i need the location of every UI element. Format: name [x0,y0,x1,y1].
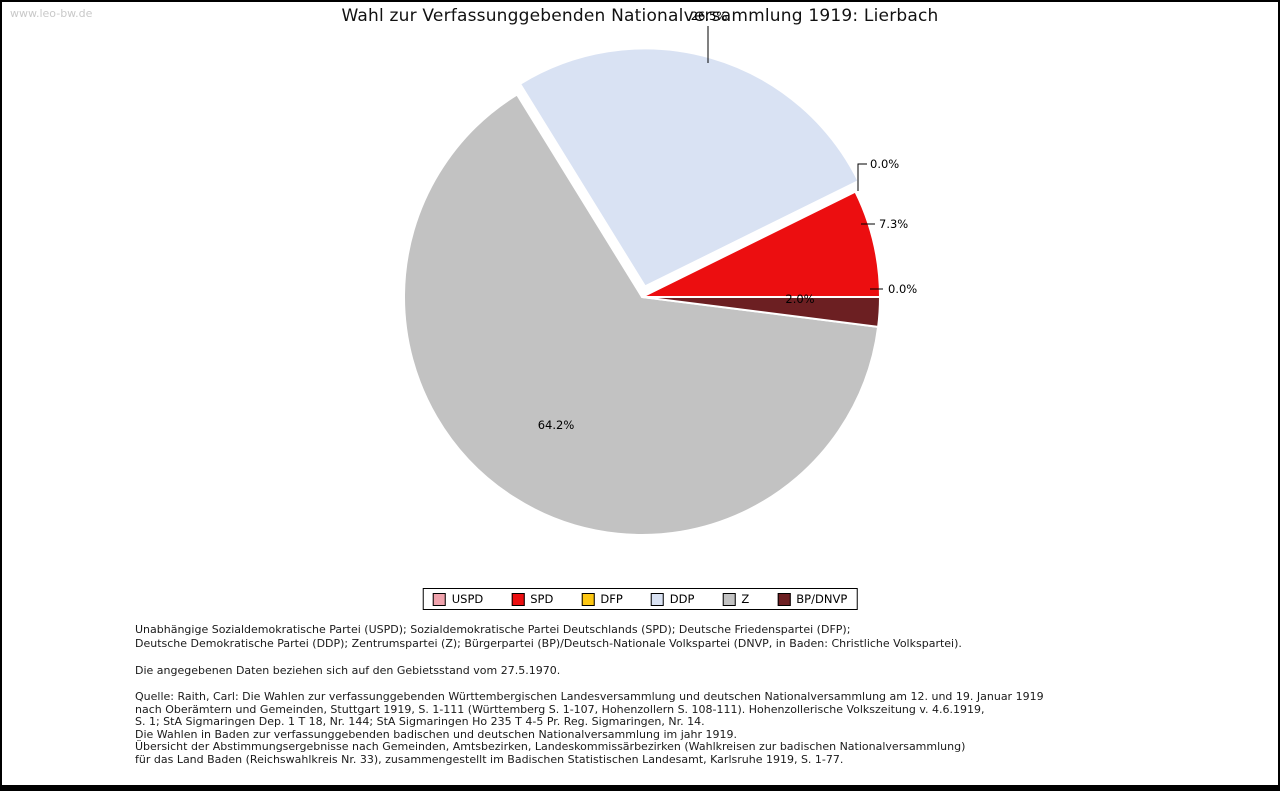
legend-item-z: Z [722,592,749,606]
slice-label-spd: 7.3% [879,217,908,231]
note-line: S. 1; StA Sigmaringen Dep. 1 T 18, Nr. 1… [135,715,705,729]
slice-label-z: 64.2% [538,418,575,432]
legend-item-dfp: DFP [581,592,623,606]
legend-item-uspd: USPD [432,592,484,606]
pie-chart: 0.0% 7.3% 0.0% 26.5% 64.2% 2.0% [403,9,917,536]
note-line: Quelle: Raith, Carl: Die Wahlen zur verf… [135,690,1044,703]
data-note: Die angegebenen Daten beziehen sich auf … [135,664,1248,678]
slice-label-bp-dnvp: 2.0% [785,292,814,306]
legend-swatch-icon [432,592,446,606]
legend-label: Z [741,592,750,606]
watermark: www.leo-bw.de [10,7,93,20]
legend-label: DDP [669,592,695,606]
legend-item-spd: SPD [511,592,553,606]
pie-slice-spd [641,190,881,298]
legend-swatch-icon [511,592,525,606]
legend-label: SPD [530,592,554,606]
chart-legend: USPD SPD DFP DDP Z BP/DNVP [422,588,858,610]
footnotes: Unabhängige Sozialdemokratische Partei (… [135,623,1248,780]
slice-label-ddp: 26.5% [691,9,728,23]
legend-item-bp-dnvp: BP/DNVP [777,592,847,606]
pie-slice-z [403,93,880,536]
legend-swatch-icon [777,592,791,606]
slice-label-uspd: 0.0% [888,282,917,296]
party-definitions: Unabhängige Sozialdemokratische Partei (… [135,623,1248,651]
source-citation: Quelle: Raith, Carl: Die Wahlen zur verf… [135,690,1248,767]
legend-swatch-icon [581,592,595,606]
data-note-line: Die angegebenen Daten beziehen sich auf … [135,664,561,677]
note-line: Unabhängige Sozialdemokratische Partei (… [135,623,851,636]
note-line: Deutsche Demokratische Partei (DDP); Zen… [135,637,962,650]
note-line: für das Land Baden (Reichswahlkreis Nr. … [135,752,844,766]
note-line: nach Oberämtern und Gemeinden, Stuttgart… [135,702,985,716]
note-line: Übersicht der Abstimmungsergebnisse nach… [135,740,966,754]
pie-slice-ddp [519,47,860,288]
legend-label: USPD [451,592,484,606]
legend-swatch-icon [722,592,736,606]
legend-label: DFP [600,592,623,606]
leader-line-dfp [857,163,867,191]
legend-swatch-icon [650,592,664,606]
slice-label-dfp: 0.0% [870,157,899,171]
note-line: Die Wahlen in Baden zur verfassunggebend… [135,727,738,741]
legend-item-ddp: DDP [650,592,695,606]
legend-label: BP/DNVP [796,592,848,606]
chart-title: Wahl zur Verfassunggebenden Nationalvers… [341,6,939,26]
pie-slice-bp-dnvp [641,296,881,328]
